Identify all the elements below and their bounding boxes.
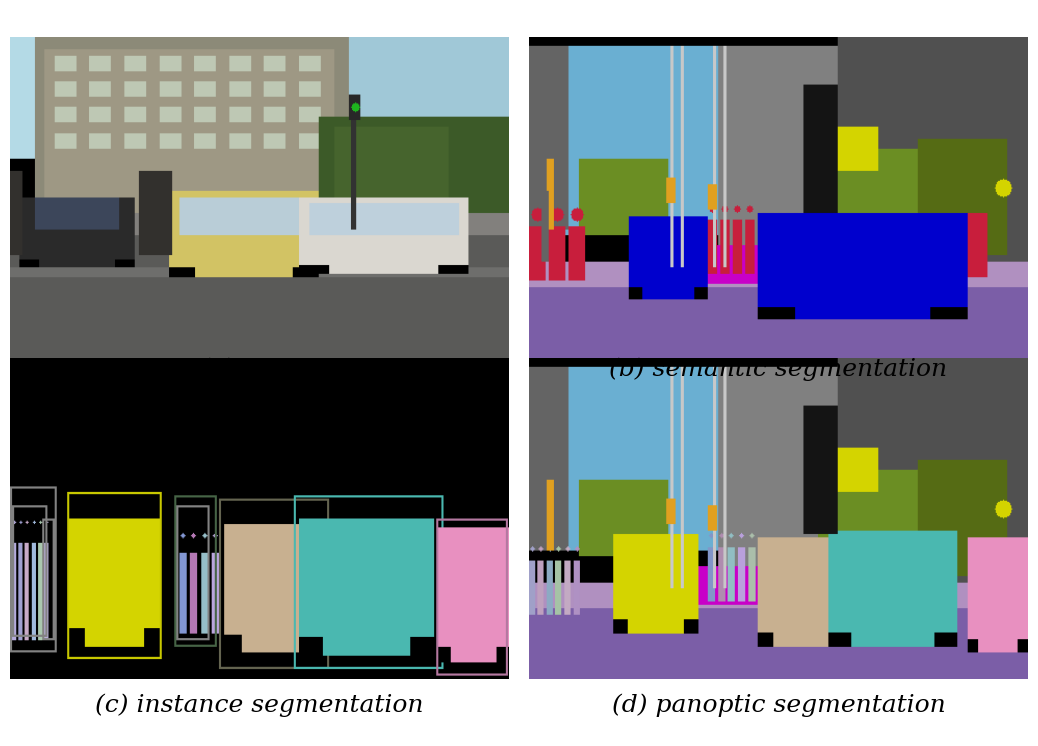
Text: (a) image: (a) image — [199, 357, 320, 381]
Text: (d) panoptic segmentation: (d) panoptic segmentation — [611, 693, 946, 717]
Text: (c) instance segmentation: (c) instance segmentation — [95, 693, 424, 717]
Text: (b) semantic segmentation: (b) semantic segmentation — [609, 357, 948, 381]
